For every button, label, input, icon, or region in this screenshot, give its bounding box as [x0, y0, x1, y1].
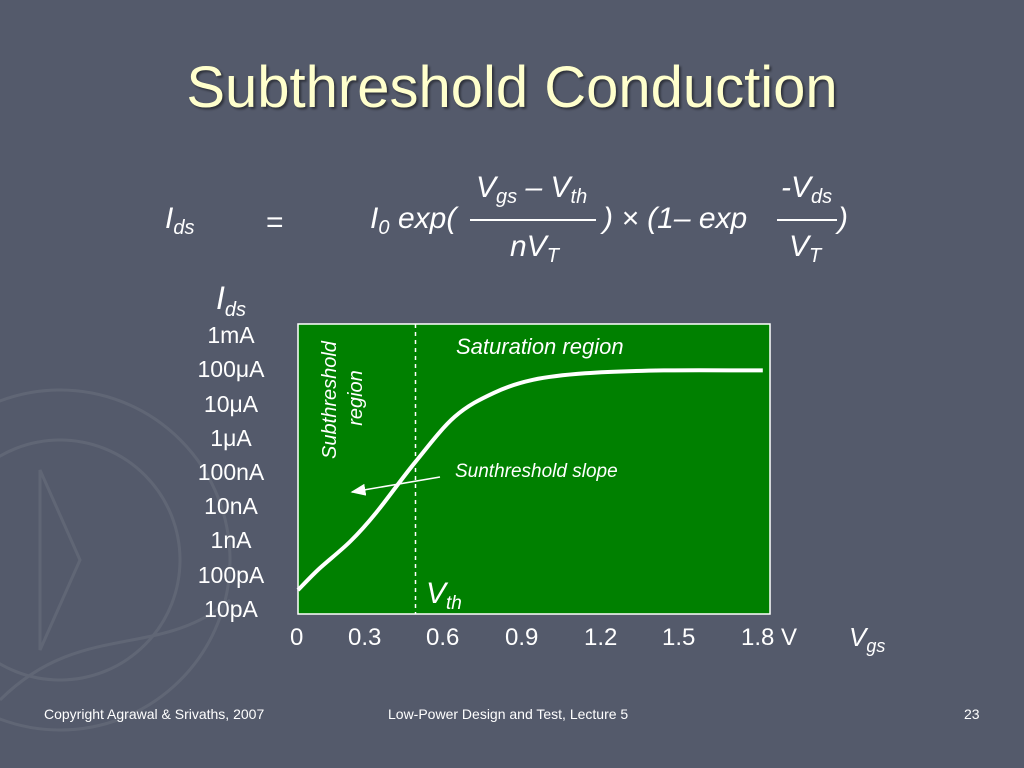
- equation-equals: =: [266, 206, 284, 239]
- equation-i0: I0: [370, 202, 389, 240]
- frac1-num-mid: – V: [517, 171, 571, 204]
- series-line: [296, 368, 763, 592]
- y-tick-label: 1μA: [210, 425, 252, 451]
- frac2-den-v: V: [789, 230, 810, 263]
- frac2-den-sub-t: T: [809, 245, 822, 267]
- equation-lhs: Ids: [165, 202, 194, 240]
- frac1-den-nv: nV: [510, 230, 547, 263]
- x-tick-label: 1.2: [584, 624, 618, 651]
- y-tick-label: 100pA: [197, 562, 265, 588]
- y-axis-label-symbol: I: [216, 280, 225, 316]
- y-axis-label: Ids: [216, 280, 246, 322]
- frac1-num-v: V: [476, 171, 497, 204]
- i0-symbol: I: [370, 202, 379, 235]
- fraction1-bar: [470, 219, 596, 221]
- frac2-num-sub-ds: ds: [811, 186, 833, 208]
- footer-copyright: Copyright Agrawal & Srivaths, 2007: [44, 706, 265, 722]
- fraction1-numerator: Vgs – Vth: [476, 171, 587, 209]
- y-axis-label-subscript: ds: [224, 299, 247, 321]
- x-tick-label: 0.6: [426, 624, 460, 651]
- subthreshold-region-label-line2: region: [345, 370, 367, 426]
- x-axis-label: Vgs: [849, 622, 885, 657]
- frac1-num-sub-gs: gs: [496, 186, 518, 208]
- slope-arrow: [350, 476, 441, 496]
- y-tick-label: 100μA: [197, 356, 265, 382]
- x-tick-label: 1.8 V: [741, 624, 798, 651]
- x-axis-label-subscript: gs: [866, 636, 886, 656]
- saturation-region-label: Saturation region: [456, 334, 624, 359]
- i0-subscript: 0: [378, 217, 390, 239]
- subthreshold-region-label-line1: Subthreshold: [319, 340, 341, 459]
- equation-close: ): [838, 202, 848, 235]
- footer-page-number: 23: [964, 706, 980, 722]
- y-tick-label: 10pA: [204, 596, 258, 622]
- x-axis-label-symbol: V: [849, 622, 867, 652]
- footer-lecture-title: Low-Power Design and Test, Lecture 5: [388, 706, 629, 722]
- y-tick-label: 10μA: [203, 391, 259, 417]
- fraction1-denominator: nVT: [510, 230, 559, 268]
- frac2-num-v: -V: [781, 171, 811, 204]
- slide-title: Subthreshold Conduction: [186, 55, 838, 120]
- lhs-symbol: I: [165, 202, 174, 235]
- threshold-label: Vth: [426, 577, 462, 614]
- plot-area: [297, 323, 771, 615]
- x-tick-label: 0.3: [348, 624, 382, 651]
- threshold-label-symbol: V: [426, 577, 449, 610]
- x-tick-label: 0.9: [505, 624, 539, 651]
- lhs-subscript: ds: [173, 217, 195, 239]
- y-tick-label: 1mA: [207, 322, 255, 348]
- equation-exp-open: exp(: [398, 202, 457, 235]
- fraction2-denominator: VT: [789, 230, 821, 268]
- fraction2-bar: [777, 219, 837, 221]
- slope-label: Sunthreshold slope: [455, 461, 618, 482]
- frac1-num-sub-th: th: [570, 186, 588, 208]
- frac1-den-sub-t: T: [546, 245, 559, 267]
- equation-mid: ) × (1– exp: [603, 202, 748, 235]
- y-tick-label: 1nA: [210, 527, 252, 553]
- y-tick-label: 10nA: [204, 493, 258, 519]
- x-tick-label: 0: [290, 624, 304, 651]
- x-tick-label: 1.5: [662, 624, 696, 651]
- threshold-label-subscript: th: [446, 593, 462, 614]
- fraction2-numerator: -Vds: [781, 171, 832, 209]
- y-tick-label: 100nA: [197, 459, 265, 485]
